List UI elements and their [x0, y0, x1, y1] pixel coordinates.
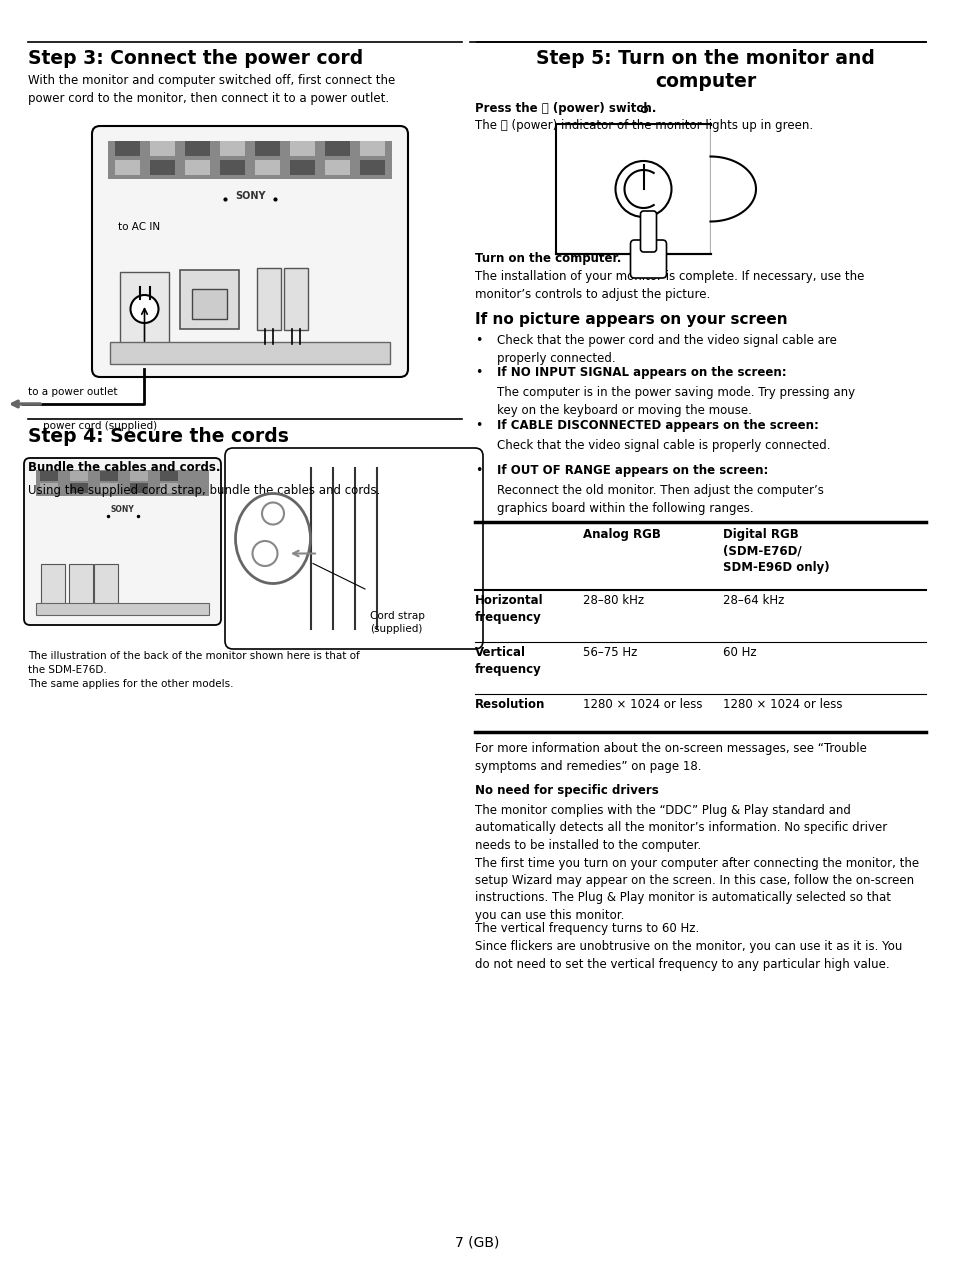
Text: If no picture appears on your screen: If no picture appears on your screen	[475, 312, 787, 327]
Bar	[160, 483, 178, 493]
Text: Cord strap
(supplied): Cord strap (supplied)	[370, 612, 424, 634]
Bar	[160, 471, 178, 482]
Bar	[254, 141, 280, 155]
Text: Turn on the computer.: Turn on the computer.	[475, 252, 620, 265]
Bar	[150, 141, 174, 155]
Text: 1280 × 1024 or less: 1280 × 1024 or less	[722, 698, 841, 711]
Text: The ⏻ (power) indicator of the monitor lights up in green.: The ⏻ (power) indicator of the monitor l…	[475, 118, 812, 132]
Bar	[115, 141, 140, 155]
Bar	[325, 161, 350, 175]
FancyBboxPatch shape	[120, 273, 169, 347]
Text: •: •	[475, 366, 482, 378]
Text: Check that the power cord and the video signal cable are
properly connected.: Check that the power cord and the video …	[497, 334, 836, 364]
Text: computer: computer	[654, 73, 756, 90]
Text: power cord (supplied): power cord (supplied)	[43, 420, 157, 431]
Bar	[290, 161, 314, 175]
Bar	[108, 141, 392, 180]
Text: Step 4: Secure the cords: Step 4: Secure the cords	[28, 427, 289, 446]
Text: The illustration of the back of the monitor shown here is that of
the SDM-E76D.
: The illustration of the back of the moni…	[28, 651, 359, 689]
Bar	[185, 161, 210, 175]
Bar	[150, 161, 174, 175]
Text: •: •	[475, 419, 482, 432]
Text: Press the ⏻ (power) switch.: Press the ⏻ (power) switch.	[475, 102, 656, 115]
Bar	[220, 141, 245, 155]
Text: The installation of your monitor is complete. If necessary, use the
monitor’s co: The installation of your monitor is comp…	[475, 270, 863, 301]
Text: to a power outlet: to a power outlet	[28, 387, 117, 397]
Bar	[40, 483, 58, 493]
Text: •: •	[475, 464, 482, 476]
Text: Vertical
frequency: Vertical frequency	[475, 646, 541, 675]
FancyBboxPatch shape	[256, 268, 281, 330]
FancyBboxPatch shape	[555, 124, 710, 254]
Ellipse shape	[253, 541, 277, 566]
Bar	[359, 161, 385, 175]
Text: With the monitor and computer switched off, first connect the
power cord to the : With the monitor and computer switched o…	[28, 74, 395, 104]
Text: If OUT OF RANGE appears on the screen:: If OUT OF RANGE appears on the screen:	[497, 464, 767, 476]
Text: Check that the video signal cable is properly connected.: Check that the video signal cable is pro…	[497, 440, 830, 452]
Text: Analog RGB: Analog RGB	[582, 527, 660, 541]
Text: 56–75 Hz: 56–75 Hz	[582, 646, 637, 659]
Text: 28–80 kHz: 28–80 kHz	[582, 594, 643, 606]
Bar	[359, 141, 385, 155]
Text: •: •	[475, 334, 482, 347]
Bar	[290, 141, 314, 155]
Text: 28–64 kHz: 28–64 kHz	[722, 594, 783, 606]
Text: Step 5: Turn on the monitor and: Step 5: Turn on the monitor and	[536, 48, 874, 68]
Text: For more information about the on-screen messages, see “Trouble
symptoms and rem: For more information about the on-screen…	[475, 741, 866, 773]
Text: If NO INPUT SIGNAL appears on the screen:: If NO INPUT SIGNAL appears on the screen…	[497, 366, 786, 378]
FancyBboxPatch shape	[24, 457, 221, 626]
Text: Step 3: Connect the power cord: Step 3: Connect the power cord	[28, 48, 363, 68]
Text: Using the supplied cord strap, bundle the cables and cords.: Using the supplied cord strap, bundle th…	[28, 484, 380, 497]
FancyBboxPatch shape	[225, 448, 482, 648]
Bar	[220, 161, 245, 175]
Bar	[130, 483, 148, 493]
Bar	[100, 471, 118, 482]
Text: SONY: SONY	[111, 505, 134, 513]
Bar	[130, 471, 148, 482]
Text: Horizontal
frequency: Horizontal frequency	[475, 594, 543, 623]
FancyBboxPatch shape	[91, 126, 408, 377]
Circle shape	[131, 296, 158, 324]
FancyBboxPatch shape	[180, 270, 239, 329]
Text: The monitor complies with the “DDC” Plug & Play standard and
automatically detec: The monitor complies with the “DDC” Plug…	[475, 804, 918, 922]
FancyBboxPatch shape	[94, 564, 118, 608]
Text: No need for specific drivers: No need for specific drivers	[475, 784, 659, 798]
Text: The vertical frequency turns to 60 Hz.
Since flickers are unobtrusive on the mon: The vertical frequency turns to 60 Hz. S…	[475, 922, 902, 971]
Text: 7 (GB): 7 (GB)	[455, 1235, 498, 1249]
Text: Reconnect the old monitor. Then adjust the computer’s
graphics board within the : Reconnect the old monitor. Then adjust t…	[497, 484, 823, 515]
Bar	[70, 471, 88, 482]
Bar	[254, 161, 280, 175]
Bar	[115, 161, 140, 175]
Ellipse shape	[262, 502, 284, 525]
Circle shape	[615, 161, 671, 217]
Text: Digital RGB
(SDM-E76D/
SDM-E96D only): Digital RGB (SDM-E76D/ SDM-E96D only)	[722, 527, 829, 575]
Bar	[36, 603, 209, 615]
Text: 1280 × 1024 or less: 1280 × 1024 or less	[582, 698, 701, 711]
Text: Bundle the cables and cords.: Bundle the cables and cords.	[28, 461, 220, 474]
FancyBboxPatch shape	[69, 564, 92, 608]
Text: If CABLE DISCONNECTED appears on the screen:: If CABLE DISCONNECTED appears on the scr…	[497, 419, 818, 432]
Bar	[100, 483, 118, 493]
Bar	[36, 470, 209, 496]
FancyBboxPatch shape	[284, 268, 308, 330]
FancyBboxPatch shape	[110, 341, 390, 364]
Text: The computer is in the power saving mode. Try pressing any
key on the keyboard o: The computer is in the power saving mode…	[497, 386, 854, 417]
FancyBboxPatch shape	[630, 240, 666, 278]
Bar	[325, 141, 350, 155]
Text: 60 Hz: 60 Hz	[722, 646, 756, 659]
FancyBboxPatch shape	[639, 211, 656, 252]
Bar	[185, 141, 210, 155]
FancyBboxPatch shape	[41, 564, 65, 608]
Ellipse shape	[235, 493, 310, 583]
Bar	[40, 471, 58, 482]
Bar	[70, 483, 88, 493]
Text: SONY: SONY	[234, 191, 265, 201]
Text: Resolution: Resolution	[475, 698, 545, 711]
FancyBboxPatch shape	[192, 289, 227, 318]
Text: to AC IN: to AC IN	[118, 222, 160, 232]
